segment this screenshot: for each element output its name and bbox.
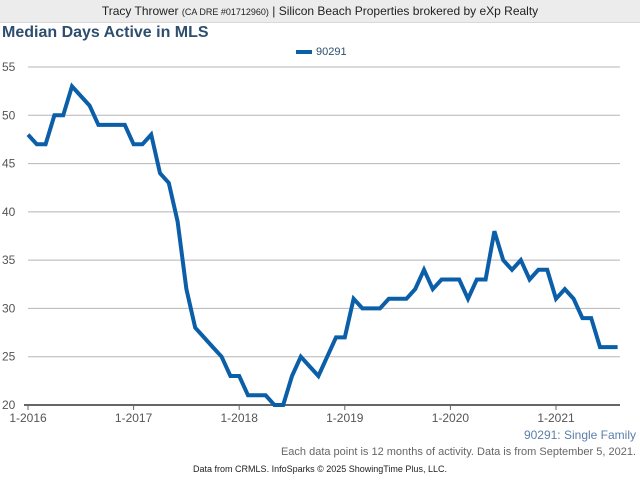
y-tick-label: 25 xyxy=(2,350,16,364)
x-tick-label: 1-2017 xyxy=(115,411,153,425)
chart-subtitle: 90291: Single Family xyxy=(523,428,636,442)
y-tick-label: 20 xyxy=(2,398,16,412)
legend: 90291 xyxy=(296,46,347,58)
x-tick-label: 1-2018 xyxy=(221,411,259,425)
brokerage-name: | Silicon Beach Properties brokered by e… xyxy=(272,4,539,18)
x-tick-label: 1-2019 xyxy=(326,411,364,425)
y-tick-label: 50 xyxy=(2,108,16,122)
agent-license: (CA DRE #01712960) xyxy=(181,7,269,17)
agent-header: Tracy Thrower (CA DRE #01712960) | Silic… xyxy=(0,0,640,23)
x-tick-label: 1-2020 xyxy=(432,411,470,425)
x-tick-label: 1-2021 xyxy=(537,411,575,425)
legend-label: 90291 xyxy=(316,46,347,58)
y-tick-label: 35 xyxy=(2,253,16,267)
y-tick-label: 55 xyxy=(2,60,16,74)
chart-title: Median Days Active in MLS xyxy=(2,24,209,41)
y-tick-label: 30 xyxy=(2,301,16,315)
x-tick-label: 1-2016 xyxy=(9,411,47,425)
agent-name: Tracy Thrower xyxy=(101,4,179,18)
legend-swatch xyxy=(296,50,312,54)
y-tick-label: 45 xyxy=(2,157,16,171)
footer-credit: Data from CRMLS. InfoSparks © 2025 Showi… xyxy=(193,464,447,474)
data-note: Each data point is 12 months of activity… xyxy=(280,446,636,458)
y-tick-label: 40 xyxy=(2,205,16,219)
series-line-90291 xyxy=(26,82,618,407)
